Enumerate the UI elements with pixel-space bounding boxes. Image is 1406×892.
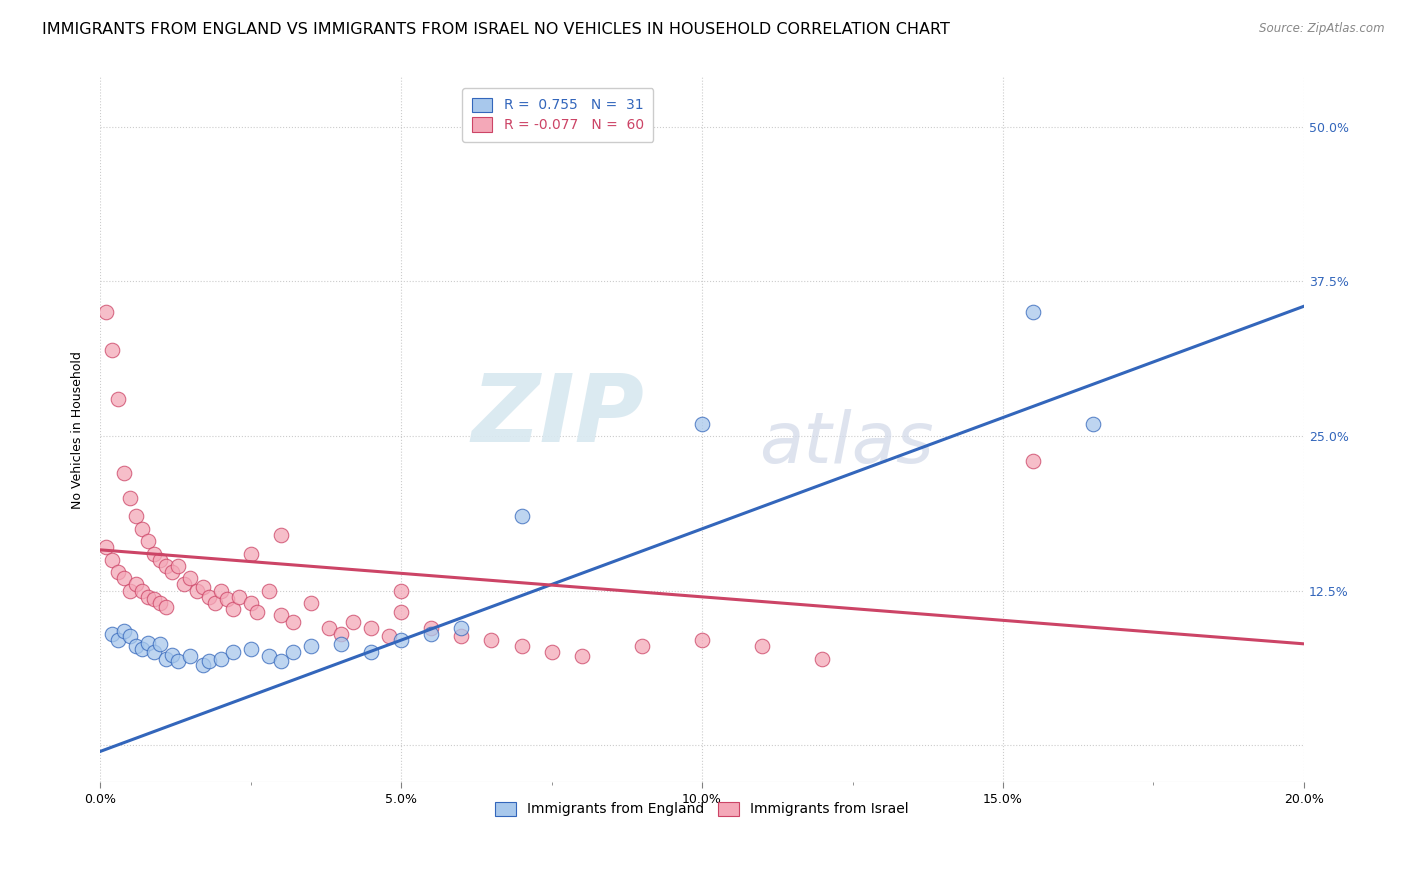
Point — [149, 596, 172, 610]
Point — [751, 640, 773, 654]
Point — [420, 621, 443, 635]
Point — [1083, 417, 1105, 431]
Point — [112, 624, 135, 639]
Point — [155, 651, 177, 665]
Point — [239, 596, 262, 610]
Point — [209, 583, 232, 598]
Point — [149, 637, 172, 651]
Point — [389, 605, 412, 619]
Point — [221, 602, 243, 616]
Point — [96, 541, 118, 555]
Point — [138, 590, 160, 604]
Point — [690, 417, 713, 431]
Point — [167, 558, 190, 573]
Point — [215, 592, 238, 607]
Point — [270, 654, 292, 668]
Point — [389, 633, 412, 648]
Point — [378, 629, 401, 643]
Text: IMMIGRANTS FROM ENGLAND VS IMMIGRANTS FROM ISRAEL NO VEHICLES IN HOUSEHOLD CORRE: IMMIGRANTS FROM ENGLAND VS IMMIGRANTS FR… — [42, 22, 950, 37]
Point — [450, 621, 472, 635]
Point — [360, 645, 382, 659]
Point — [481, 633, 503, 648]
Point — [138, 635, 160, 649]
Point — [179, 571, 201, 585]
Point — [120, 583, 142, 598]
Point — [191, 657, 214, 672]
Point — [197, 590, 219, 604]
Point — [167, 654, 190, 668]
Point — [330, 627, 353, 641]
Point — [143, 592, 166, 607]
Point — [197, 654, 219, 668]
Point — [107, 565, 129, 579]
Point — [571, 649, 593, 664]
Legend: Immigrants from England, Immigrants from Israel: Immigrants from England, Immigrants from… — [486, 793, 917, 825]
Point — [221, 645, 243, 659]
Point — [120, 491, 142, 505]
Point — [228, 590, 250, 604]
Point — [112, 571, 135, 585]
Point — [120, 629, 142, 643]
Text: ZIP: ZIP — [471, 370, 644, 462]
Point — [318, 621, 340, 635]
Point — [143, 547, 166, 561]
Point — [101, 627, 124, 641]
Point — [299, 640, 322, 654]
Point — [330, 637, 353, 651]
Point — [1022, 454, 1045, 468]
Point — [257, 583, 280, 598]
Point — [125, 509, 148, 524]
Point — [101, 343, 124, 357]
Point — [510, 640, 533, 654]
Point — [125, 640, 148, 654]
Point — [209, 651, 232, 665]
Point — [155, 599, 177, 614]
Text: atlas: atlas — [759, 409, 934, 478]
Point — [270, 608, 292, 623]
Y-axis label: No Vehicles in Household: No Vehicles in Household — [72, 351, 84, 508]
Point — [450, 629, 472, 643]
Point — [420, 627, 443, 641]
Point — [690, 633, 713, 648]
Point — [162, 648, 184, 662]
Point — [811, 651, 834, 665]
Point — [257, 649, 280, 664]
Point — [270, 528, 292, 542]
Point — [162, 565, 184, 579]
Point — [281, 645, 304, 659]
Point — [1022, 305, 1045, 319]
Point — [107, 633, 129, 648]
Point — [155, 558, 177, 573]
Text: Source: ZipAtlas.com: Source: ZipAtlas.com — [1260, 22, 1385, 36]
Point — [96, 305, 118, 319]
Point — [131, 641, 153, 656]
Point — [131, 583, 153, 598]
Point — [138, 534, 160, 549]
Point — [131, 522, 153, 536]
Point — [112, 466, 135, 480]
Point — [125, 577, 148, 591]
Point — [239, 547, 262, 561]
Point — [631, 640, 654, 654]
Point — [540, 645, 562, 659]
Point — [281, 615, 304, 629]
Point — [246, 605, 269, 619]
Point — [143, 645, 166, 659]
Point — [149, 553, 172, 567]
Point — [360, 621, 382, 635]
Point — [173, 577, 195, 591]
Point — [510, 509, 533, 524]
Point — [101, 553, 124, 567]
Point — [179, 649, 201, 664]
Point — [299, 596, 322, 610]
Point — [342, 615, 364, 629]
Point — [204, 596, 226, 610]
Point — [186, 583, 208, 598]
Point — [107, 392, 129, 406]
Point — [191, 580, 214, 594]
Point — [389, 583, 412, 598]
Point — [239, 641, 262, 656]
